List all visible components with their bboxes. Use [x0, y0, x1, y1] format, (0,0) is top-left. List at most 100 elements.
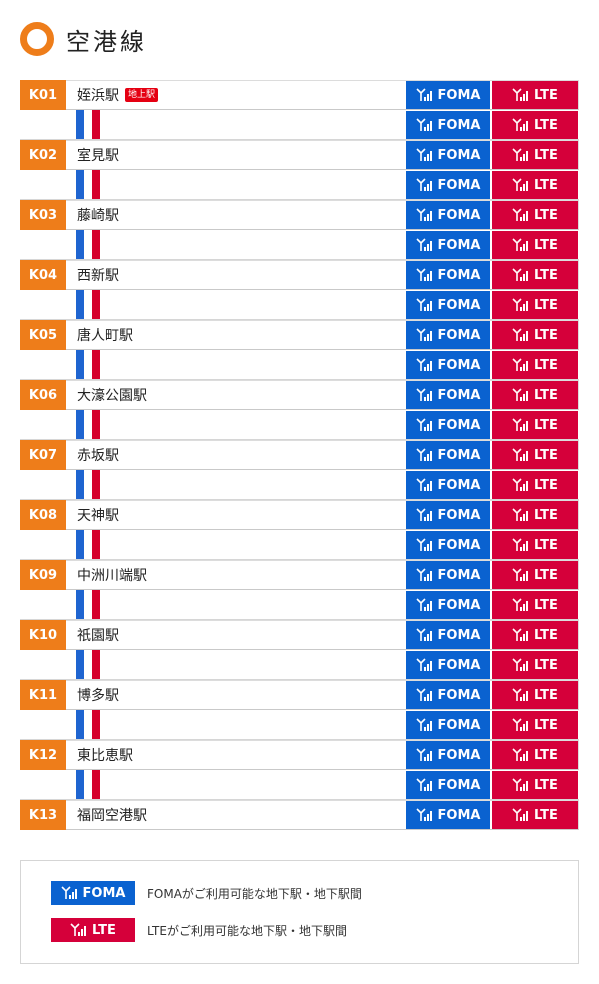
station-name-wrap: 福岡空港駅	[77, 800, 147, 830]
station-row: K11 博多駅 FOMA LTE	[20, 680, 579, 710]
antenna-icon	[512, 568, 529, 581]
station-name: 藤崎駅	[77, 208, 119, 224]
foma-label: FOMA	[437, 387, 481, 403]
station-name: 大濠公園駅	[77, 388, 147, 404]
foma-label: FOMA	[437, 447, 481, 463]
lte-badge: LTE	[492, 591, 578, 619]
station-name: 室見駅	[77, 148, 119, 164]
station-name: 天神駅	[77, 508, 119, 524]
antenna-icon	[415, 628, 432, 641]
station-name-wrap: 中洲川端駅	[77, 560, 147, 590]
station-row: K04 西新駅 FOMA LTE	[20, 260, 579, 290]
antenna-icon	[512, 118, 529, 131]
antenna-icon	[415, 208, 432, 221]
antenna-icon	[415, 508, 432, 521]
antenna-icon	[512, 748, 529, 761]
foma-section-bar	[76, 410, 84, 440]
lte-badge: LTE	[492, 621, 578, 649]
lte-badge: LTE	[492, 261, 578, 289]
foma-label: FOMA	[437, 717, 481, 733]
antenna-icon	[415, 568, 432, 581]
station-row: K01 姪浜駅 地上駅 FOMA LTE	[20, 80, 579, 110]
station-code: K02	[20, 140, 66, 170]
foma-label: FOMA	[437, 687, 481, 703]
station-name: 赤坂駅	[77, 448, 119, 464]
station-code: K05	[20, 320, 66, 350]
foma-badge: FOMA	[406, 201, 490, 229]
station-name-wrap: 姪浜駅 地上駅	[77, 80, 159, 110]
station-row: K12 東比恵駅 FOMA LTE	[20, 740, 579, 770]
section-row: FOMA LTE	[20, 410, 579, 440]
lte-badge: LTE	[492, 651, 578, 679]
foma-badge: FOMA	[406, 591, 490, 619]
lte-label: LTE	[534, 417, 558, 433]
foma-label: FOMA	[437, 627, 481, 643]
section-row: FOMA LTE	[20, 650, 579, 680]
station-name-wrap: 大濠公園駅	[77, 380, 147, 410]
antenna-icon	[512, 658, 529, 671]
antenna-icon	[415, 538, 432, 551]
legend-lte-badge: LTE	[51, 918, 135, 942]
foma-badge: FOMA	[406, 351, 490, 379]
station-name-wrap: 唐人町駅	[77, 320, 133, 350]
lte-badge: LTE	[492, 441, 578, 469]
foma-label: FOMA	[437, 117, 481, 133]
lte-label: LTE	[534, 537, 558, 553]
antenna-icon	[512, 238, 529, 251]
station-name-wrap: 博多駅	[77, 680, 119, 710]
foma-label: FOMA	[437, 177, 481, 193]
foma-label: FOMA	[437, 507, 481, 523]
foma-section-bar	[76, 470, 84, 500]
foma-label: FOMA	[437, 657, 481, 673]
antenna-icon	[512, 388, 529, 401]
lte-badge: LTE	[492, 321, 578, 349]
antenna-icon	[512, 718, 529, 731]
station-name-wrap: 祇園駅	[77, 620, 119, 650]
lte-label: LTE	[534, 657, 558, 673]
station-row: K13 福岡空港駅 FOMA LTE	[20, 800, 579, 830]
foma-badge: FOMA	[406, 651, 490, 679]
antenna-icon	[415, 688, 432, 701]
antenna-icon	[512, 148, 529, 161]
foma-section-bar	[76, 110, 84, 140]
lte-label: LTE	[534, 477, 558, 493]
station-row: K02 室見駅 FOMA LTE	[20, 140, 579, 170]
foma-label: FOMA	[437, 297, 481, 313]
foma-badge: FOMA	[406, 231, 490, 259]
foma-section-bar	[76, 290, 84, 320]
lte-section-bar	[92, 230, 100, 260]
lte-badge: LTE	[492, 801, 578, 829]
foma-badge: FOMA	[406, 711, 490, 739]
station-name: 博多駅	[77, 688, 119, 704]
foma-label: FOMA	[437, 357, 481, 373]
foma-badge: FOMA	[406, 411, 490, 439]
antenna-icon	[512, 478, 529, 491]
station-name: 唐人町駅	[77, 328, 133, 344]
section-row: FOMA LTE	[20, 770, 579, 800]
section-row: FOMA LTE	[20, 350, 579, 380]
lte-badge: LTE	[492, 171, 578, 199]
foma-label: FOMA	[437, 807, 481, 823]
legend-lte-label: LTE	[92, 922, 116, 938]
station-code: K11	[20, 680, 66, 710]
foma-label: FOMA	[437, 417, 481, 433]
antenna-icon	[415, 718, 432, 731]
foma-label: FOMA	[437, 147, 481, 163]
station-name: 祇園駅	[77, 628, 119, 644]
foma-section-bar	[76, 650, 84, 680]
antenna-icon	[70, 923, 87, 936]
antenna-icon	[415, 778, 432, 791]
station-name-wrap: 天神駅	[77, 500, 119, 530]
lte-badge: LTE	[492, 381, 578, 409]
foma-section-bar	[76, 530, 84, 560]
station-name: 中洲川端駅	[77, 568, 147, 584]
lte-badge: LTE	[492, 771, 578, 799]
lte-label: LTE	[534, 627, 558, 643]
lte-badge: LTE	[492, 201, 578, 229]
antenna-icon	[415, 178, 432, 191]
page-title: 空港線	[66, 27, 147, 56]
lte-badge: LTE	[492, 231, 578, 259]
station-code: K01	[20, 80, 66, 110]
above-ground-badge: 地上駅	[125, 88, 159, 102]
foma-badge: FOMA	[406, 501, 490, 529]
